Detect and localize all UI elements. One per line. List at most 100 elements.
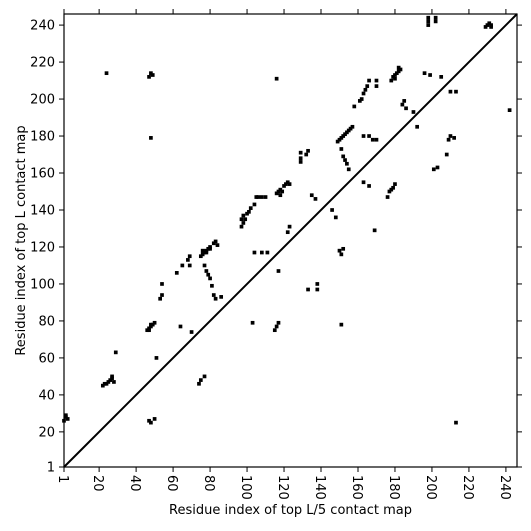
contact-point [345,161,349,166]
contact-point [187,254,192,259]
contact-point [202,250,207,255]
contact-point [252,202,257,207]
contact-point [259,250,264,255]
contact-point [507,108,512,112]
y-tick-label: 80 [38,314,55,329]
contact-point [387,189,392,194]
contact-point [280,189,285,194]
contact-point [339,322,344,327]
contact-point [272,328,277,333]
contact-point [110,374,114,379]
contact-point [298,160,303,164]
contact-point [198,378,203,382]
contact-point [346,167,351,172]
y-tick-label: 120 [30,240,55,255]
contact-point [154,356,159,360]
contact-point [454,89,458,94]
contact-point [385,195,390,199]
contact-point [160,293,164,297]
x-tick-label: 200 [423,475,438,500]
contact-point [274,324,279,329]
contact-point [411,110,416,114]
contact-point [446,137,451,142]
contact-point [483,25,488,29]
contact-point [415,124,420,129]
contact-point [359,97,364,101]
contact-point [333,215,338,220]
contact-point [365,84,370,88]
contact-point [160,282,164,286]
contact-point [274,76,279,81]
contact-point [241,213,246,218]
y-tick-label: 240 [30,19,55,34]
plot-frame [63,13,518,468]
contact-point [204,250,209,255]
contact-point [391,185,395,190]
y-tick-label: 140 [30,203,55,218]
contact-point [391,75,395,79]
contact-point [263,195,268,199]
contact-point [361,134,366,138]
contact-point [339,252,344,257]
contact-point [210,283,214,288]
contact-point [435,165,440,170]
contact-point [341,134,346,138]
contact-point [149,420,153,425]
contact-point [304,152,309,157]
y-tick-label: 180 [30,130,55,145]
contact-point [104,71,109,76]
contact-point [431,167,436,172]
x-axis-label: Residue index of top L/5 contact map [169,503,412,518]
contact-point [65,417,70,421]
contact-point [278,187,283,192]
x-tick-label: 40 [127,475,142,492]
contact-point [189,330,194,334]
contact-point [206,246,211,251]
contact-point [202,374,207,379]
contact-point [400,102,405,107]
y-tick-label: 200 [30,93,55,108]
x-tick-label: 1 [55,475,70,483]
contact-point [180,263,185,268]
contact-point [64,413,68,418]
contact-point [367,134,371,138]
contact-point [393,182,397,186]
contact-point [278,193,283,198]
contact-point [147,75,151,79]
contact-point [396,69,401,74]
contact-point [259,195,264,199]
contact-point [250,320,255,325]
contact-point [426,23,431,27]
contact-point [428,73,432,77]
contact-point [298,156,303,161]
contact-point [211,293,216,297]
contact-point [361,91,366,96]
y-tick-label: 60 [38,351,55,366]
contact-point [337,248,342,253]
contact-point [448,89,453,94]
contact-point [363,87,368,92]
contact-point [309,193,314,198]
contact-point [426,19,431,24]
contact-point [147,328,151,333]
contact-point [337,137,342,142]
contact-point [343,158,347,162]
contact-point [256,195,260,199]
contact-point [152,320,157,325]
contact-point [200,252,205,257]
contact-point [276,320,281,325]
contact-point [274,191,279,196]
contact-point [248,206,253,210]
contact-point [422,71,427,76]
contact-point [239,224,244,229]
contact-point [315,287,320,292]
x-tick-label: 60 [164,475,179,492]
contact-point [372,228,377,233]
contact-point [306,148,310,153]
contact-point [367,78,371,83]
contact-point [100,383,105,388]
contact-point [396,65,401,70]
contact-point [219,295,224,299]
contact-point [285,230,290,235]
